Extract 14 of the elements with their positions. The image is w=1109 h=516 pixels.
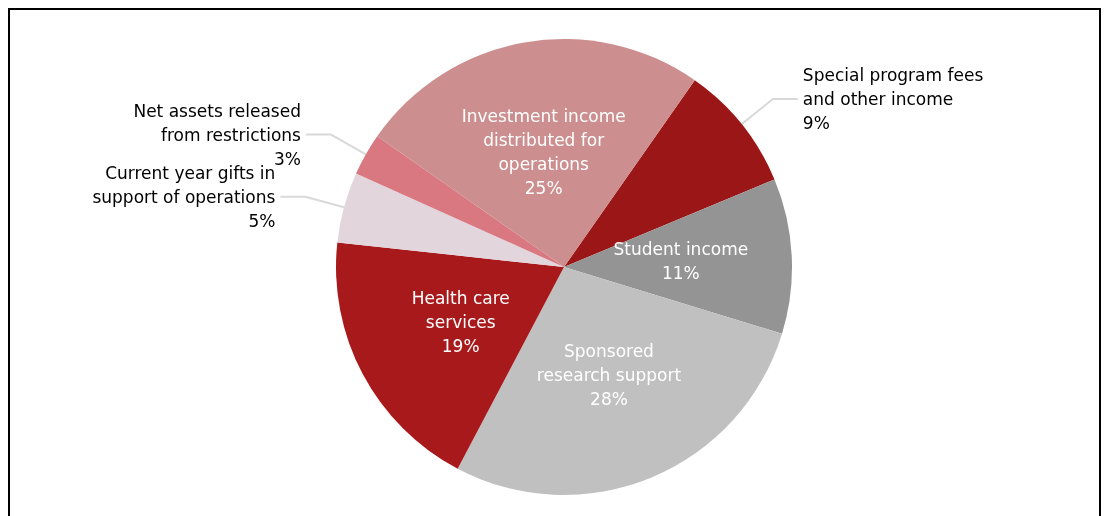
data-label: 28% — [590, 389, 628, 410]
data-label: 11% — [661, 263, 700, 284]
slice-label: Health care services — [411, 287, 510, 332]
data-label: 3% — [273, 148, 301, 169]
slice-label: Current year gifts in support of operations — [92, 162, 276, 207]
slice-label: Special program fees and other income — [802, 65, 984, 110]
data-label: 19% — [441, 335, 480, 356]
slice-label: Net assets released from restrictions — [133, 100, 302, 145]
data-label: 25% — [524, 177, 563, 198]
slice-label: Sponsored research support — [536, 341, 682, 386]
data-label: 5% — [248, 210, 276, 231]
slice-label: Student income — [613, 239, 749, 260]
slice-label: Investment income distributed for operations — [461, 105, 626, 174]
data-label: 9% — [802, 113, 830, 134]
